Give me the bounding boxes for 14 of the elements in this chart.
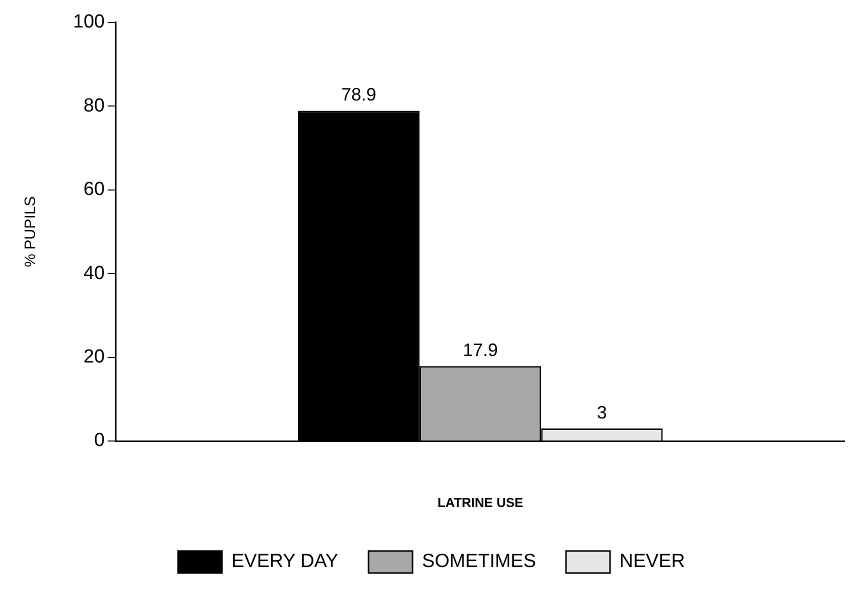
- y-axis-title: % PUPILS: [22, 196, 40, 268]
- y-tick-label: 20: [84, 346, 105, 368]
- data-label: 78.9: [341, 84, 376, 105]
- data-label: 3: [596, 402, 607, 422]
- y-tick-label: 100: [73, 12, 105, 33]
- y-tick-label: 60: [84, 179, 105, 200]
- y-tick-label: 0: [94, 430, 105, 452]
- x-axis-title: LATRINE USE: [437, 494, 524, 510]
- legend-label: NEVER: [620, 551, 685, 572]
- legend-label: EVERY DAY: [232, 551, 338, 572]
- y-tick-label: 40: [84, 262, 105, 284]
- y-tick-label: 80: [84, 95, 105, 116]
- legend-label: SOMETIMES: [422, 551, 536, 572]
- data-label: 17.9: [462, 340, 498, 360]
